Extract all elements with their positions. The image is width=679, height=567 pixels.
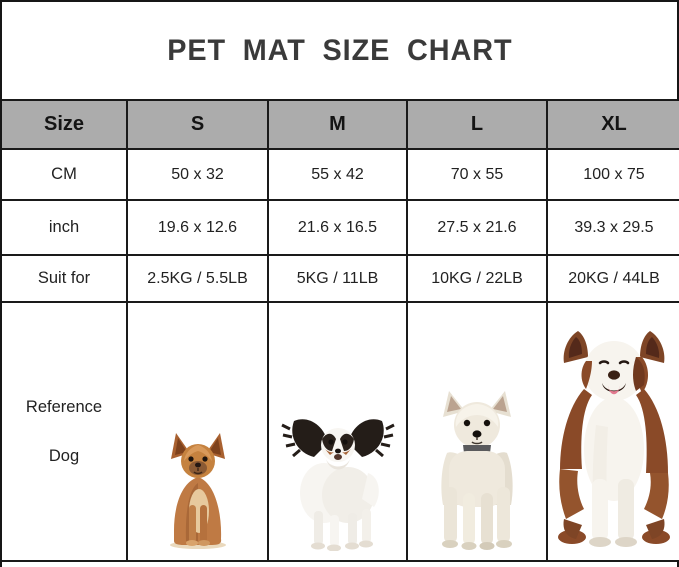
- size-table: Size S M L XL CM 50 x 32 55 x 42 70 x 55…: [2, 99, 679, 562]
- sitting-tan-chihuahua-icon: [169, 433, 226, 549]
- cell-suit-s: 2.5KG / 5.5LB: [128, 256, 267, 301]
- cell-inch-m: 21.6 x 16.5: [269, 201, 406, 254]
- page-title: PET MAT SIZE CHART: [166, 33, 513, 67]
- cell-cm-l: 70 x 55: [408, 150, 546, 199]
- brown-white-border-collie-icon: [558, 331, 670, 547]
- title-bar: PET MAT SIZE CHART: [2, 2, 677, 99]
- cell-cm-s: 50 x 32: [128, 150, 267, 199]
- cell-suit-m: 5KG / 11LB: [269, 256, 406, 301]
- reference-dog-photo-xl: [548, 303, 679, 560]
- cell-cm-m: 55 x 42: [269, 150, 406, 199]
- header-cell-l: L: [408, 101, 546, 148]
- reference-label-line2: Dog: [48, 446, 80, 465]
- reference-dog-photo-l: [408, 303, 546, 560]
- header-cell-xl: XL: [548, 101, 679, 148]
- row-label-reference-dog: Reference Dog: [2, 303, 126, 560]
- reference-dog-photo-m: [269, 303, 406, 560]
- reference-label-line1: Reference: [25, 397, 103, 416]
- header-cell-m: M: [269, 101, 406, 148]
- cell-suit-l: 10KG / 22LB: [408, 256, 546, 301]
- cell-inch-xl: 39.3 x 29.5: [548, 201, 679, 254]
- header-cell-size: Size: [2, 101, 126, 148]
- cell-cm-xl: 100 x 75: [548, 150, 679, 199]
- cell-inch-l: 27.5 x 21.6: [408, 201, 546, 254]
- cell-inch-s: 19.6 x 12.6: [128, 201, 267, 254]
- row-label-suit-for: Suit for: [2, 256, 126, 301]
- cell-suit-xl: 20KG / 44LB: [548, 256, 679, 301]
- row-label-inch: inch: [2, 201, 126, 254]
- reference-dog-photo-s: [128, 303, 267, 560]
- papillon-white-black-ears-icon: [280, 419, 395, 551]
- row-label-cm: CM: [2, 150, 126, 199]
- header-cell-s: S: [128, 101, 267, 148]
- west-highland-white-terrier-icon: [441, 391, 513, 550]
